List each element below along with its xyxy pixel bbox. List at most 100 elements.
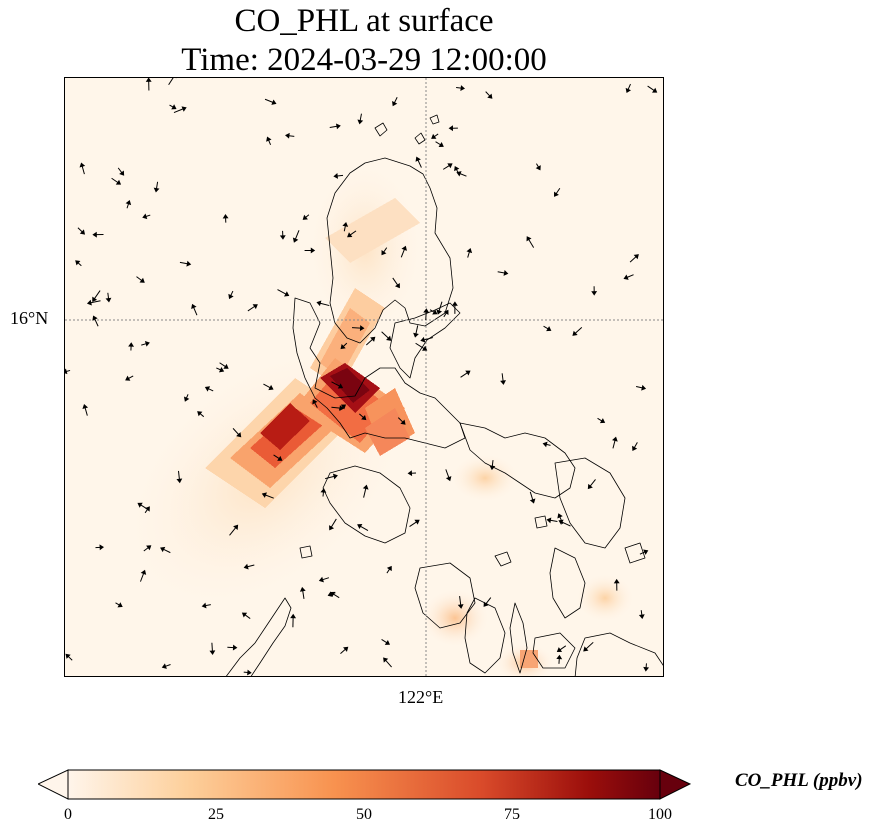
coastline-small-5 bbox=[534, 515, 548, 529]
wind-arrow-shaft bbox=[111, 177, 119, 183]
wind-arrow-shaft bbox=[169, 104, 174, 108]
wind-arrow-head bbox=[310, 247, 316, 254]
coastline-luzon-central bbox=[292, 297, 466, 449]
plume-core-southwest bbox=[260, 403, 310, 450]
wind-arrow-head bbox=[465, 370, 471, 376]
colorbar-tick-label: 50 bbox=[356, 806, 372, 823]
wind-arrow-head bbox=[448, 125, 454, 132]
wind-arrow-head bbox=[483, 601, 489, 607]
wind-arrow-head bbox=[125, 375, 131, 381]
wind-arrow-head bbox=[362, 484, 369, 490]
wind-arrow-shaft bbox=[585, 641, 594, 650]
wind-arrow-head bbox=[86, 299, 92, 306]
wind-arrow-shaft bbox=[629, 256, 637, 263]
wind-arrow-shaft bbox=[136, 276, 142, 281]
coastline-negros bbox=[464, 597, 506, 674]
wind-arrow-head bbox=[252, 304, 258, 310]
wind-arrow-shaft bbox=[589, 479, 596, 487]
wind-arrow-shaft bbox=[179, 261, 188, 265]
wind-arrow-head bbox=[92, 296, 98, 302]
wind-arrow-shaft bbox=[128, 375, 134, 379]
wind-arrow-shaft bbox=[331, 406, 341, 409]
wind-arrow-shaft bbox=[397, 417, 404, 423]
wind-arrow-shaft bbox=[126, 203, 129, 209]
wind-arrow-shaft bbox=[359, 413, 364, 418]
wind-arrow-head bbox=[137, 502, 143, 508]
coastline-palawan-north bbox=[226, 597, 292, 676]
wind-arrow-shaft bbox=[178, 470, 180, 480]
plume-core-main-dark bbox=[330, 368, 370, 403]
wind-arrow-shaft bbox=[640, 610, 643, 616]
wind-arrow-head bbox=[204, 386, 211, 392]
wind-arrow-head bbox=[218, 366, 225, 373]
wind-arrow-head bbox=[105, 297, 112, 303]
wind-arrow-head bbox=[79, 162, 86, 168]
coastline-small-4 bbox=[494, 551, 512, 567]
wind-arrow-head bbox=[232, 644, 238, 651]
wind-arrow-shaft bbox=[459, 595, 462, 606]
wind-arrow-head bbox=[125, 199, 132, 206]
wind-arrow-head bbox=[241, 612, 248, 618]
wind-arrow-shaft bbox=[535, 163, 539, 168]
colorbar-tick-label: 0 bbox=[64, 806, 72, 823]
wind-arrow-head bbox=[432, 309, 438, 315]
wind-arrow-shaft bbox=[219, 362, 226, 367]
plume-arm-north-mid bbox=[320, 308, 370, 378]
wind-arrow-head bbox=[92, 231, 97, 238]
wind-arrow-shaft bbox=[294, 230, 300, 240]
wind-arrow-shaft bbox=[501, 373, 504, 382]
wind-arrow-head bbox=[333, 173, 339, 179]
wind-arrow-shaft bbox=[268, 139, 272, 146]
wind-arrow-shaft bbox=[322, 577, 330, 581]
coastline-mindanao-north bbox=[574, 632, 663, 676]
wind-arrow-shaft bbox=[67, 656, 73, 661]
wind-arrow-shaft bbox=[365, 338, 373, 346]
wind-arrow-head bbox=[599, 418, 606, 424]
wind-arrow-head bbox=[181, 106, 187, 112]
wind-arrow-shaft bbox=[264, 98, 274, 103]
colorbar-svg bbox=[36, 769, 692, 800]
wind-arrow-head bbox=[316, 300, 322, 307]
wind-arrow-head bbox=[447, 163, 453, 169]
colorbar-body bbox=[67, 769, 661, 800]
wind-arrow-head bbox=[392, 100, 398, 107]
wind-arrow-shaft bbox=[550, 519, 558, 522]
wind-arrow-shaft bbox=[429, 309, 435, 313]
wind-arrow-head bbox=[290, 613, 297, 619]
wind-arrow-head bbox=[197, 411, 203, 417]
coastlines bbox=[226, 114, 663, 676]
wind-arrow-head bbox=[454, 165, 460, 172]
wind-arrow-head bbox=[236, 432, 242, 438]
wind-arrow-shaft bbox=[529, 491, 534, 501]
wind-arrow-head bbox=[503, 270, 509, 276]
wind-arrow-head bbox=[191, 303, 197, 310]
map-panel[interactable] bbox=[64, 77, 664, 677]
wind-arrow-shaft bbox=[141, 343, 147, 346]
wind-arrow-head bbox=[145, 78, 152, 82]
wind-arrow-head bbox=[383, 657, 389, 663]
wind-arrow-head bbox=[643, 549, 649, 555]
wind-arrow-shaft bbox=[302, 590, 305, 599]
concentration-field bbox=[205, 198, 420, 508]
wind-arrow-shaft bbox=[330, 518, 337, 528]
colorbar-tick-label: 100 bbox=[648, 806, 672, 823]
wind-arrow-head bbox=[554, 191, 559, 197]
coastline-small-1 bbox=[374, 122, 388, 137]
wind-arrow-head bbox=[332, 473, 338, 480]
wind-arrow-head bbox=[327, 591, 333, 597]
wind-arrow-shaft bbox=[247, 305, 255, 312]
wind-arrow-shaft bbox=[314, 402, 318, 408]
wind-arrow-head bbox=[445, 476, 452, 482]
wind-arrow-shaft bbox=[94, 318, 99, 327]
wind-arrow-head bbox=[142, 213, 148, 220]
wind-arrow-shaft bbox=[363, 488, 367, 498]
wind-arrow-shaft bbox=[305, 214, 310, 218]
wind-arrow-head bbox=[79, 229, 86, 235]
wind-arrow-head bbox=[633, 254, 639, 260]
wind-arrow-head bbox=[340, 344, 346, 350]
wind-arrow-head bbox=[266, 136, 272, 142]
wind-arrow-shaft bbox=[143, 547, 149, 552]
wind-arrow-head bbox=[361, 414, 367, 421]
wind-arrow-head bbox=[279, 235, 286, 240]
wind-arrow-head bbox=[99, 544, 105, 551]
